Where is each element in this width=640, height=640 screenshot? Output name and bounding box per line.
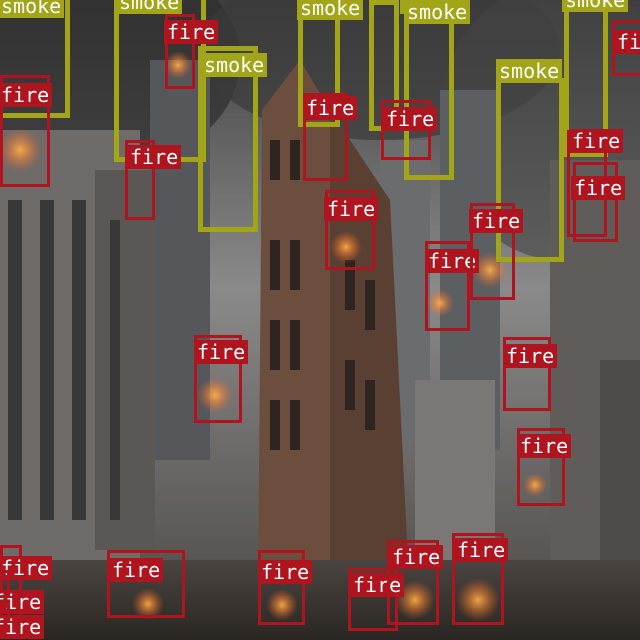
fire-bounding-box — [194, 335, 242, 423]
smoke-bounding-box — [0, 0, 70, 118]
fire-bounding-box — [303, 93, 348, 181]
fire-label: fire — [350, 573, 405, 597]
fire-bounding-box — [0, 75, 50, 187]
fire-bounding-box — [517, 428, 565, 506]
fire-label: fire — [0, 83, 53, 107]
fire-label: fire — [324, 197, 379, 221]
fire-label: fire — [569, 129, 624, 153]
fire-label: fire — [164, 20, 219, 44]
fire-label: fire — [383, 107, 438, 131]
fire-bounding-box — [612, 20, 640, 76]
fire-label: fire — [503, 344, 558, 368]
fire-label: fire — [194, 340, 249, 364]
smoke-bounding-box — [404, 0, 454, 180]
fire-label: fire — [303, 96, 358, 120]
fire-bounding-box — [165, 14, 195, 89]
smoke-bounding-box — [298, 0, 340, 127]
fire-bounding-box — [348, 568, 398, 631]
fire-bounding-box — [503, 337, 551, 411]
fire-bounding-box — [107, 550, 185, 618]
fire-bounding-box — [573, 162, 618, 242]
smoke-bounding-box — [564, 0, 608, 157]
fire-label: fire — [127, 145, 182, 169]
smoke-label: smoke — [0, 0, 65, 18]
smoke-label: smoke — [404, 0, 471, 24]
fire-label: fire — [389, 545, 444, 569]
smoke-label: smoke — [297, 0, 364, 20]
smoke-bounding-box — [198, 46, 258, 232]
smoke-label: smoke — [496, 59, 563, 83]
smoke-label: smoke — [201, 53, 268, 77]
fire-label: fire — [0, 615, 45, 639]
fire-label: fire — [571, 176, 626, 200]
fire-bounding-box — [258, 550, 305, 625]
fire-label: fire — [469, 209, 524, 233]
fire-label: fire — [517, 434, 572, 458]
fire-label: fire — [454, 538, 509, 562]
fire-label: fire — [614, 30, 640, 54]
fire-label: fire — [109, 558, 164, 582]
fire-bounding-box — [325, 190, 375, 270]
fire-bounding-box — [470, 203, 515, 300]
fire-bounding-box — [125, 140, 155, 220]
fire-label: fire — [258, 560, 313, 584]
fire-bounding-box — [452, 533, 504, 625]
smoke-label: smoke — [116, 0, 183, 14]
smoke-label: smoke — [562, 0, 629, 12]
fire-bounding-box — [425, 241, 470, 331]
fire-bounding-box — [387, 540, 439, 625]
